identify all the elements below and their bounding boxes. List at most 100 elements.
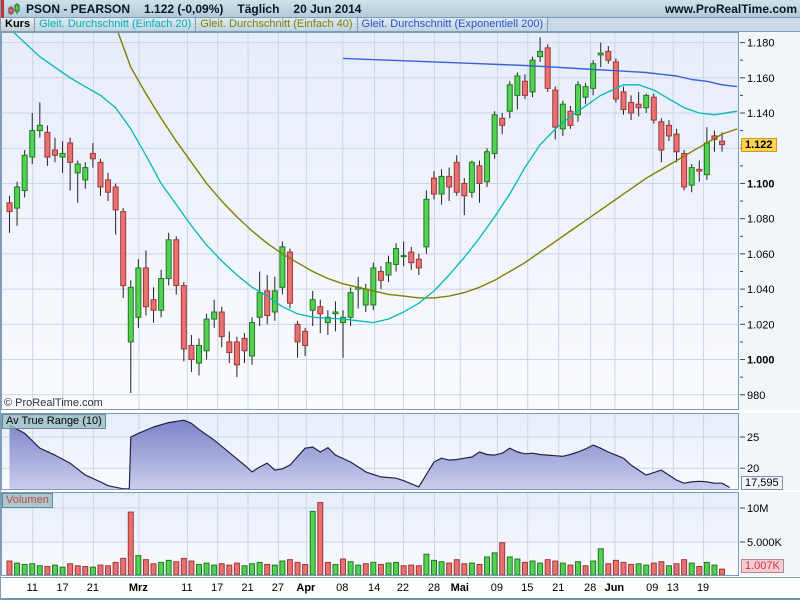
volume-bar-down	[650, 562, 657, 576]
atr-axis[interactable]: 25 20	[740, 432, 759, 475]
volume-bar-down	[180, 557, 187, 576]
volume-bar-up	[430, 559, 437, 576]
candle-up	[59, 153, 66, 158]
time-axis-day-label: 09	[490, 582, 504, 594]
volume-bar-down	[120, 557, 127, 576]
volume-bar-down	[317, 502, 324, 576]
candle-down	[658, 121, 665, 151]
title-bar: PSON - PEARSON 1.122 (-0,09%) Täglich 20…	[1, 0, 800, 18]
candle-up	[21, 154, 28, 191]
time-axis-day-label: 17	[56, 582, 69, 594]
time-axis-day-label: 28	[427, 582, 441, 594]
time-axis-day-label: 27	[271, 582, 284, 594]
atr-panel[interactable]: 25 20	[1, 413, 800, 490]
volume-bar-up	[597, 548, 604, 576]
price-axis-label: 1.000	[747, 355, 775, 367]
atr-panel-label[interactable]: Av True Range (10)	[2, 414, 106, 429]
volume-bar-down	[605, 563, 612, 576]
volume-bar-down	[446, 562, 453, 576]
candle-down	[180, 285, 187, 350]
volume-bar-up	[514, 558, 521, 576]
volume-bar-down	[681, 559, 688, 576]
volume-bar-up	[241, 565, 248, 576]
candle-down	[673, 133, 680, 153]
candle-down	[415, 258, 422, 269]
indicator-tabs-row: Kurs Gleit. Durchschnitt (Einfach 20) Gl…	[1, 18, 800, 32]
volume-axis[interactable]: 10M 5.000K	[740, 503, 783, 549]
candle-up	[82, 167, 89, 181]
volume-axis-label: 10M	[747, 503, 768, 515]
candle-down	[612, 61, 619, 100]
volume-bar-down	[476, 563, 483, 576]
candle-up	[438, 175, 445, 195]
time-axis-day-label: 22	[396, 582, 410, 594]
plot-frame	[1, 492, 739, 576]
volume-bar-down	[324, 561, 331, 576]
candle-down	[446, 175, 453, 188]
volume-bar-down	[400, 565, 407, 576]
candle-up	[597, 52, 604, 56]
candle-down	[681, 153, 688, 188]
plot-background	[1, 492, 739, 576]
candle-down	[44, 131, 51, 158]
plot-frame	[1, 413, 739, 490]
volume-bar-down	[188, 560, 195, 576]
volume-bar-down	[44, 565, 51, 576]
volume-bar-down	[696, 565, 703, 576]
time-axis-day-label: 21	[86, 582, 99, 594]
candle-up	[211, 311, 218, 320]
volume-bar-up	[711, 564, 718, 576]
price-axis-label: 1.140	[747, 108, 775, 120]
plot-background	[1, 32, 739, 410]
candle-up	[468, 161, 475, 193]
candle-down	[620, 91, 627, 110]
volume-bar-down	[340, 558, 347, 576]
volume-bar-down	[173, 561, 180, 576]
volume-panel[interactable]: 10M 5.000K	[1, 492, 800, 576]
volume-panel-label[interactable]: Volumen	[2, 493, 53, 508]
candle-up	[537, 50, 544, 58]
tab-kurs[interactable]: Kurs	[1, 18, 36, 31]
candle-down	[696, 168, 703, 172]
volume-bar-up	[332, 563, 339, 576]
time-axis-day-label: 09	[646, 582, 659, 594]
price-panel[interactable]: 1.180 1.160 1.140 1.100 1.080 1.060 1.040 1.020…	[1, 32, 800, 410]
price-series	[6, 33, 738, 394]
volume-bar-down	[521, 561, 528, 576]
candle-up	[362, 288, 369, 306]
volume-bar-up	[575, 561, 581, 576]
tab-indicator-sma40[interactable]: Gleit. Durchschnitt (Einfach 40)	[196, 18, 358, 31]
volume-bar-up	[506, 556, 513, 576]
tab-indicator-sma20[interactable]: Gleit. Durchschnitt (Einfach 20)	[35, 18, 197, 31]
candlestick-icon	[7, 2, 21, 16]
volume-bar-up	[393, 561, 400, 576]
price-axis[interactable]: 1.180 1.160 1.140 1.100 1.080 1.060 1.040 1.020…	[740, 38, 775, 402]
candle-down	[264, 290, 271, 317]
candle-down	[453, 161, 460, 193]
time-axis-day-label: 11	[26, 582, 38, 594]
candle-down	[286, 251, 293, 304]
volume-bar-down	[544, 559, 551, 576]
tab-indicator-ema200[interactable]: Gleit. Durchschnitt (Exponentiell 200)	[357, 18, 549, 31]
volume-bar-up	[29, 563, 36, 576]
volume-bar-up	[51, 564, 58, 576]
volume-bar-up	[559, 562, 566, 576]
volume-bar-up	[491, 552, 498, 576]
candle-up	[347, 292, 354, 318]
volume-bar-down	[127, 511, 134, 576]
time-axis-day-label: 08	[336, 582, 349, 594]
candle-down	[150, 299, 157, 311]
candle-down	[650, 96, 657, 121]
candle-up	[249, 322, 256, 357]
volume-bar-up	[438, 561, 445, 576]
sma20-line	[13, 33, 738, 324]
volume-bar-down	[673, 563, 680, 576]
volume-bar-up	[249, 563, 256, 576]
candle-up	[393, 248, 400, 265]
time-axis[interactable]: 11 17 21 Mrz 11 17 21 27 Apr 08 14 22 28 Mai 09 15 21 28 J…	[1, 577, 800, 600]
volume-bar-down	[658, 561, 665, 576]
volume-bar-up	[468, 562, 475, 576]
volume-bar-up	[643, 564, 650, 576]
candle-down	[499, 117, 506, 126]
volume-bar-down	[552, 560, 559, 576]
